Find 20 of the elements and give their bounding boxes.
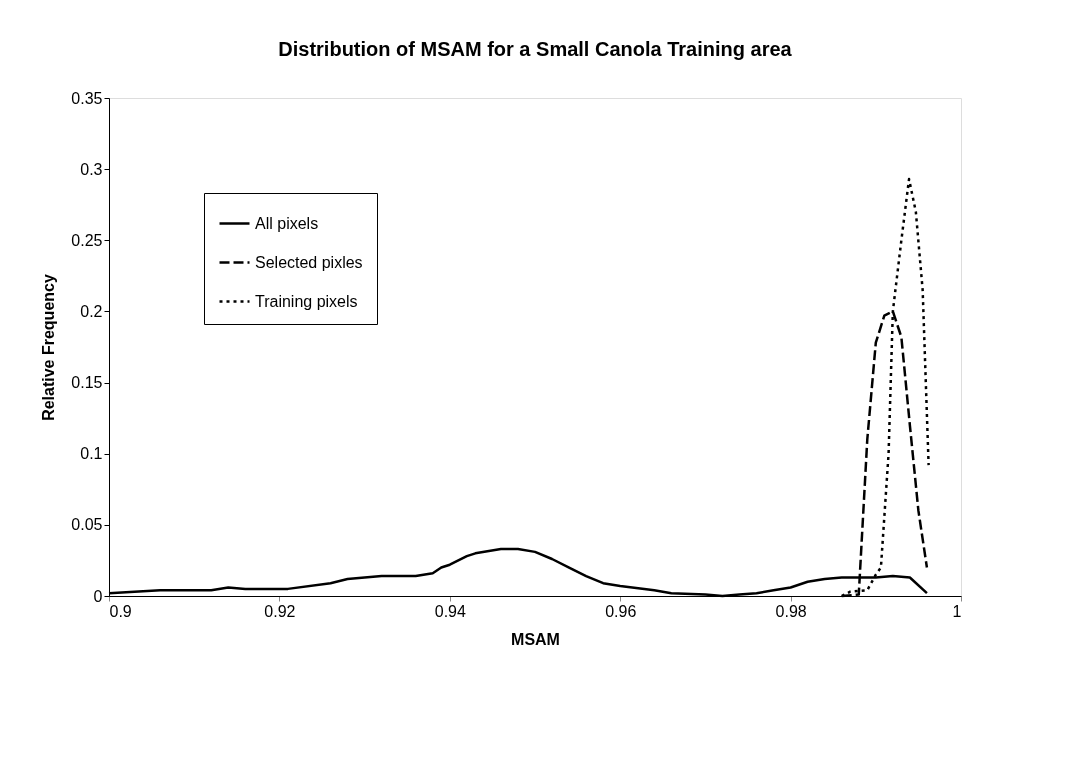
y-tick-label: 0.3: [80, 160, 103, 178]
legend-label: All pixels: [255, 214, 319, 232]
y-tick-label: 0.05: [71, 516, 103, 534]
x-tick-label: 1: [952, 602, 962, 620]
y-tick-label: 0: [93, 587, 103, 605]
x-tick-label: 0.9: [109, 602, 132, 620]
y-tick-label: 0.15: [71, 374, 103, 392]
x-tick-label: 0.96: [605, 602, 637, 620]
y-tick-label: 0.25: [71, 231, 103, 249]
x-tick-label: 0.98: [775, 602, 807, 620]
y-tick-label: 0.1: [80, 445, 103, 463]
x-tick-label: 0.94: [434, 602, 466, 620]
x-tick-label: 0.92: [264, 602, 296, 620]
y-tick-label: 0.35: [71, 89, 103, 107]
y-tick-label: 0.2: [80, 302, 103, 320]
legend-label: Training pixels: [255, 292, 358, 310]
x-axis-title: MSAM: [511, 630, 560, 648]
chart-title: Distribution of MSAM for a Small Canola Training area: [278, 38, 793, 60]
y-axis-title: Relative Frequency: [40, 274, 58, 421]
legend-label: Selected pixles: [255, 253, 363, 271]
